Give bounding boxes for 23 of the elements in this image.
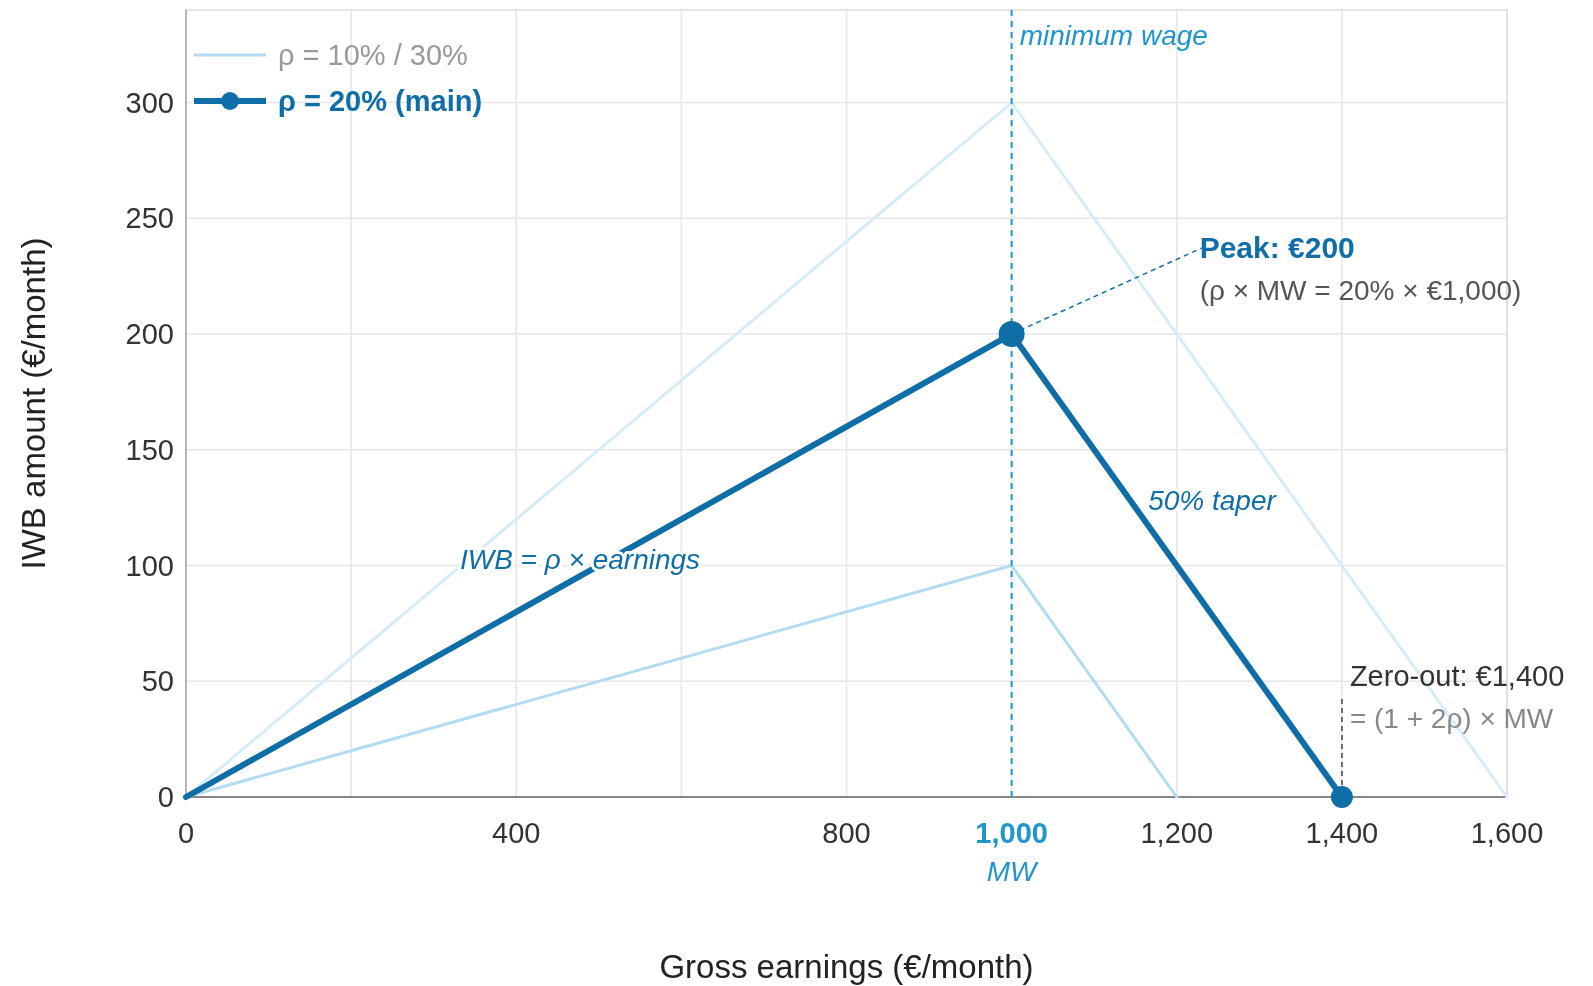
x-tick-label: 1,600 bbox=[1470, 817, 1544, 849]
y-tick-label: 250 bbox=[125, 202, 174, 235]
x-tick-label: 800 bbox=[822, 817, 871, 849]
ref-line-label: minimum wage bbox=[1019, 20, 1208, 51]
annotation: Zero-out: €1,400 = (1 + 2ρ) × MW bbox=[1349, 660, 1565, 734]
legend-label: ρ = 20% (main) bbox=[278, 85, 483, 118]
annotation: 50% taper bbox=[1148, 485, 1278, 516]
y-tick-label: 300 bbox=[125, 86, 174, 119]
text: MW bbox=[986, 856, 1040, 887]
x-axis-title: Gross earnings (€/month) bbox=[659, 948, 1034, 985]
x-tick-label: 0 bbox=[177, 817, 195, 849]
y-tick-label: 0 bbox=[157, 781, 174, 814]
y-tick-label: 50 bbox=[141, 665, 174, 698]
y-tick-label: 150 bbox=[125, 433, 174, 466]
y-tick-label: 200 bbox=[125, 318, 174, 351]
y-tick-label: 100 bbox=[125, 549, 174, 582]
annotation: Peak: €200 (ρ × MW = 20% × €1,000) bbox=[1199, 231, 1522, 307]
legend-label: ρ = 10% / 30% bbox=[278, 39, 468, 72]
y-axis-title: IWB amount (€/month) bbox=[15, 237, 52, 570]
x-tick-label: 1,200 bbox=[1140, 817, 1214, 849]
x-tick-label: 1,000 bbox=[975, 817, 1048, 849]
x-tick-label: 1,400 bbox=[1305, 817, 1379, 849]
x-tick-label: 400 bbox=[492, 817, 541, 849]
